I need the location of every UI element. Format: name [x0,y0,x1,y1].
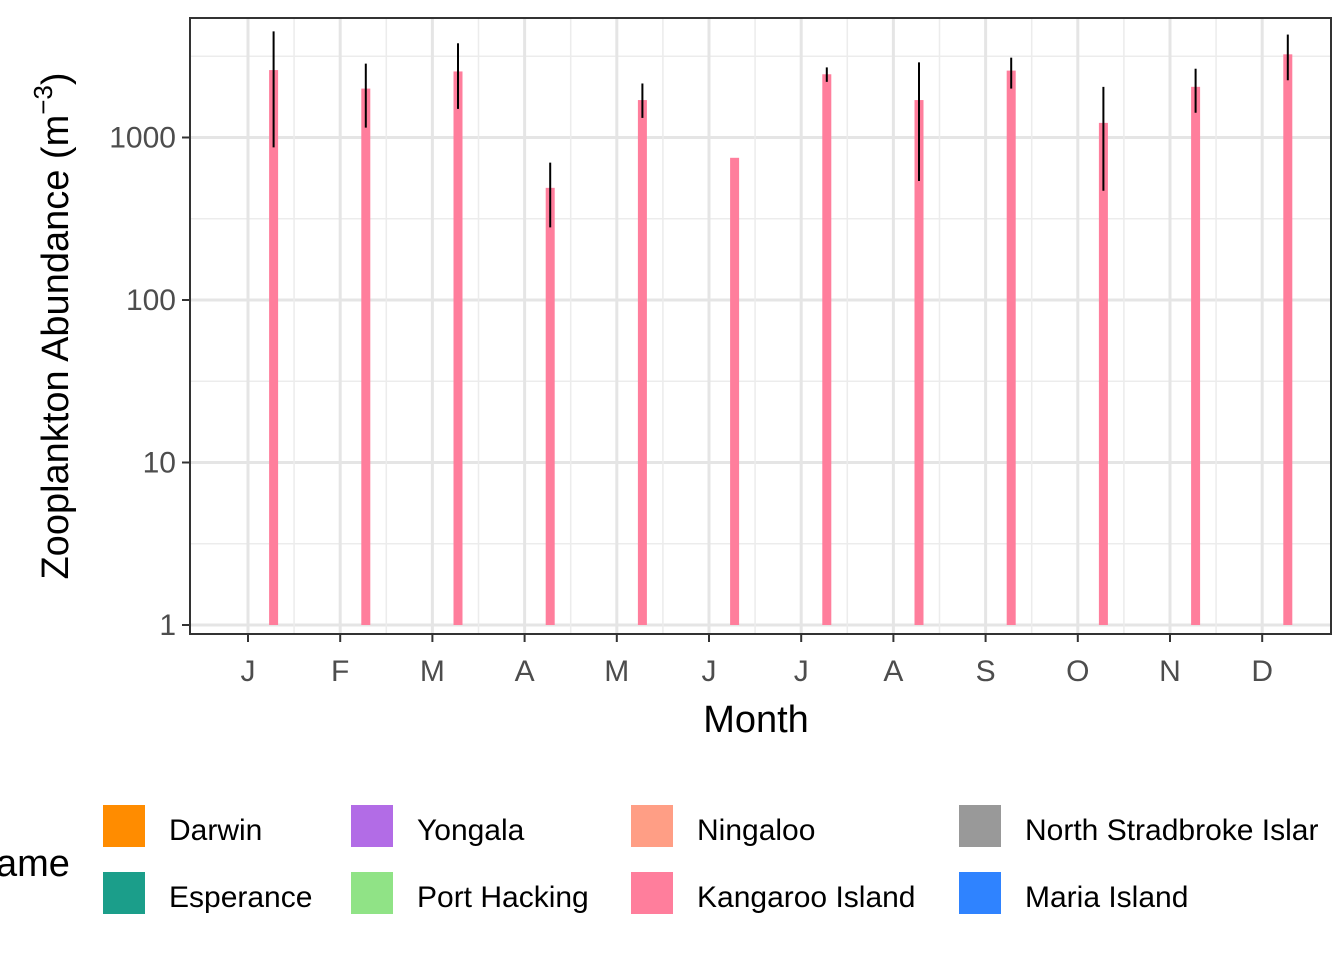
grid-lines [190,18,1331,634]
legend-title: ame [0,843,70,885]
x-tick-label: A [883,655,903,688]
bar [269,70,279,625]
x-tick-label: J [794,655,809,688]
bar [1283,54,1293,625]
legend-label: Maria Island [1025,881,1188,914]
x-tick-label: D [1251,655,1273,688]
bar [453,71,463,626]
bar [545,187,555,625]
x-axis-title: Month [703,699,809,741]
legend: Darwin Esperance Yongala Port Hacking Ningal… [103,805,1318,914]
x-tick-label: N [1159,655,1181,688]
y-axis-title: Zooplankton Abundance (m−3) [28,72,77,579]
bar [1191,86,1201,626]
y-tick-label: 1000 [109,122,176,155]
bar [730,157,740,625]
bar [1098,122,1108,626]
legend-label: Port Hacking [417,881,589,914]
error-bars [272,31,1289,228]
legend-key [631,805,673,847]
bar [822,74,832,626]
legend-key [351,872,393,914]
x-tick-label: F [331,655,349,688]
y-tick-label: 10 [143,447,176,480]
bar [637,100,647,625]
axes: 1 10 100 1000 J F M A M J J A S O N D [109,122,1273,689]
x-tick-label: A [515,655,535,688]
legend-key [351,805,393,847]
x-tick-label: J [702,655,717,688]
legend-key [959,805,1001,847]
x-tick-label: J [241,655,256,688]
legend-key [103,872,145,914]
bar [361,88,371,625]
bar [914,100,924,625]
panel-border [189,17,1332,635]
legend-label: Yongala [417,814,525,847]
legend-label: Ningaloo [697,814,815,847]
legend-label: Kangaroo Island [697,881,916,914]
legend-key [103,805,145,847]
legend-label: Darwin [169,814,262,847]
y-tick-label: 100 [126,284,176,317]
x-tick-label: M [604,655,629,688]
y-tick-label: 1 [159,609,176,642]
legend-key [959,872,1001,914]
x-tick-label: S [976,655,996,688]
bar [1006,70,1016,625]
legend-key [631,872,673,914]
x-tick-label: M [420,655,445,688]
legend-label: Esperance [169,881,312,914]
legend-label: North Stradbroke Islar [1025,814,1318,847]
x-tick-label: O [1066,655,1089,688]
bars [269,54,1293,626]
